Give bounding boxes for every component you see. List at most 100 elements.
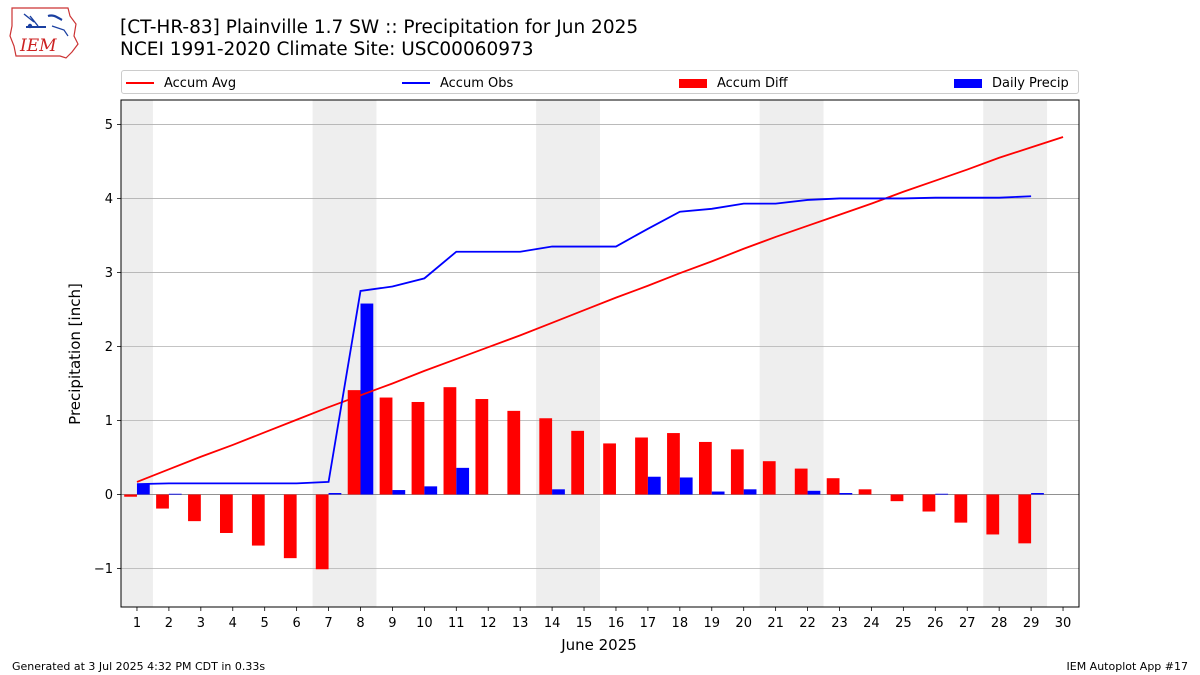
y-tick-label: 4 <box>105 192 113 207</box>
series-lines <box>136 136 1064 486</box>
accum-diff-bar-day-7 <box>315 494 329 570</box>
weekend-shading <box>121 100 1048 607</box>
x-tick-label: 4 <box>229 616 237 631</box>
x-tick-label: 2 <box>165 616 173 631</box>
daily-precip-bar-day-22 <box>807 490 821 495</box>
x-tick-label: 5 <box>261 616 269 631</box>
x-tick-label: 21 <box>767 616 784 631</box>
legend-label-accum-obs: Accum Obs <box>440 75 514 91</box>
accum-diff-bar-day-22 <box>794 468 808 495</box>
x-tick-label: 28 <box>991 616 1008 631</box>
x-tick-label: 12 <box>480 616 497 631</box>
accum-diff-bar-day-25 <box>890 494 904 502</box>
axes-frame <box>120 99 1080 608</box>
legend-swatch-accum-avg <box>126 82 154 84</box>
accum-diff-bar-day-5 <box>251 494 265 546</box>
x-tick-label: 18 <box>672 616 689 631</box>
y-tick-label: 1 <box>105 414 113 429</box>
y-tick-label: 2 <box>105 340 113 355</box>
x-tick-label: 24 <box>863 616 880 631</box>
accum-diff-bar-day-17 <box>635 437 648 495</box>
y-axis-ticks: −1 0 1 2 3 4 5 <box>94 118 121 577</box>
accum-diff-bar-day-1 <box>124 494 137 497</box>
legend-label-accum-diff: Accum Diff <box>717 75 788 91</box>
legend-item-accum-avg: Accum Avg <box>126 74 236 92</box>
footer-app: IEM Autoplot App #17 <box>1066 660 1189 673</box>
x-axis-label: June 2025 <box>560 636 637 654</box>
legend-item-accum-obs: Accum Obs <box>402 74 513 92</box>
accum-diff-bar-day-24 <box>858 489 872 495</box>
legend-swatch-daily-precip <box>954 78 982 88</box>
x-tick-label: 7 <box>324 616 332 631</box>
daily-precip-bar-day-20 <box>743 489 757 495</box>
accum-diff-bar-day-28 <box>986 494 1000 535</box>
accum-diff-bar-day-10 <box>411 401 425 495</box>
accum-diff-bar-day-26 <box>922 494 936 512</box>
accum-diff-bar-day-21 <box>762 461 776 495</box>
accum-diff-bar-day-2 <box>156 494 169 509</box>
logo-text: IEM <box>19 36 57 56</box>
x-tick-label: 29 <box>1023 616 1040 631</box>
x-tick-label: 30 <box>1055 616 1072 631</box>
x-tick-label: 27 <box>959 616 976 631</box>
daily-precip-bar-day-19 <box>711 491 725 495</box>
x-tick-label: 6 <box>292 616 300 631</box>
accum-diff-bar-day-4 <box>219 494 233 533</box>
x-tick-label: 26 <box>927 616 944 631</box>
accum-diff-bar-day-11 <box>443 387 457 495</box>
legend-label-accum-avg: Accum Avg <box>164 75 237 91</box>
x-tick-label: 10 <box>416 616 433 631</box>
iem-logo: IEM <box>9 7 79 59</box>
accum-diff-bar-day-16 <box>603 443 616 495</box>
legend-item-daily-precip: Daily Precip <box>954 74 1069 92</box>
x-tick-label: 20 <box>735 616 752 631</box>
accum-diff-bar-day-13 <box>507 410 521 495</box>
accum-obs-line <box>136 195 1032 486</box>
x-tick-label: 22 <box>799 616 816 631</box>
accum-avg-line <box>136 136 1064 483</box>
daily-precip-bar-day-8 <box>360 303 374 495</box>
accum-diff-bar-day-20 <box>730 449 744 495</box>
accum-diff-bar-day-6 <box>283 494 297 559</box>
x-tick-label: 23 <box>831 616 848 631</box>
accum-diff-bar-day-9 <box>379 397 393 495</box>
x-axis-ticks: 1 2 3 4 5 6 7 8 9 10 11 12 13 14 15 16 17 18 19 20 21 22 23 24 2… <box>133 607 1071 631</box>
y-tick-label: 5 <box>105 118 113 133</box>
weekend-band-2 <box>536 100 600 607</box>
daily-precip-bar-day-26 <box>935 493 949 495</box>
chart-title: [CT-HR-83] Plainville 1.7 SW :: Precipit… <box>120 17 639 38</box>
daily-precip-bar-day-9 <box>392 490 406 495</box>
daily-precip-bar-day-2 <box>168 493 182 495</box>
legend-swatch-accum-obs <box>402 82 430 84</box>
x-tick-label: 8 <box>356 616 364 631</box>
x-tick-label: 17 <box>640 616 657 631</box>
daily-precip-bar-day-29 <box>1031 493 1044 495</box>
daily-precip-bar-day-14 <box>552 489 565 495</box>
accum-diff-bar-day-15 <box>571 430 585 495</box>
bars <box>124 303 1044 570</box>
accum-diff-bar-day-18 <box>667 433 680 495</box>
legend-swatch-accum-diff <box>679 78 707 88</box>
x-tick-label: 15 <box>576 616 593 631</box>
y-tick-label: 3 <box>105 266 113 281</box>
daily-precip-bar-day-11 <box>456 467 470 495</box>
footer-generated: Generated at 3 Jul 2025 4:32 PM CDT in 0… <box>12 660 266 673</box>
accum-diff-bar-day-27 <box>954 494 968 523</box>
x-tick-label: 14 <box>544 616 561 631</box>
x-tick-label: 19 <box>703 616 720 631</box>
legend-label-daily-precip: Daily Precip <box>992 75 1069 91</box>
accum-diff-bar-day-12 <box>475 399 489 495</box>
x-tick-label: 11 <box>448 616 465 631</box>
y-tick-label: 0 <box>105 488 113 503</box>
accum-diff-bar-day-14 <box>539 418 553 495</box>
plot-frame <box>120 99 1080 608</box>
x-tick-label: 16 <box>608 616 625 631</box>
x-tick-label: 1 <box>133 616 141 631</box>
x-tick-label: 13 <box>512 616 529 631</box>
chart-subtitle: NCEI 1991-2020 Climate Site: USC00060973 <box>120 39 534 60</box>
daily-precip-bar-day-1 <box>136 484 150 495</box>
accum-diff-bar-day-19 <box>698 441 712 495</box>
daily-precip-bar-day-17 <box>647 476 661 495</box>
weekend-band-0 <box>121 100 153 607</box>
